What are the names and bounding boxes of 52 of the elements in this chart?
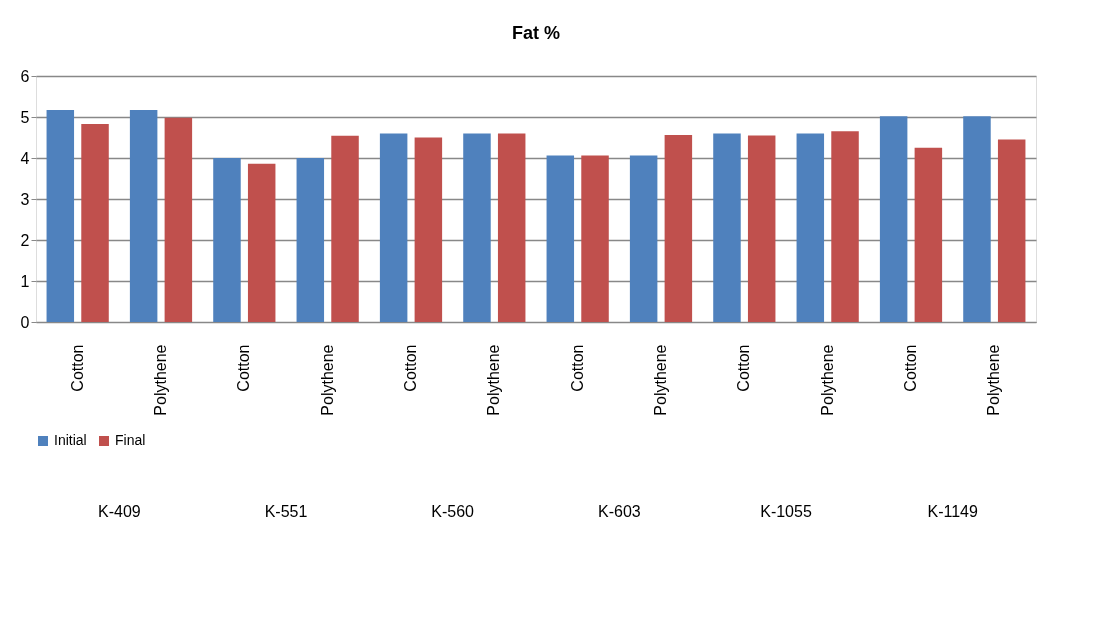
bar — [213, 158, 241, 322]
bar — [796, 133, 825, 322]
x-tick-label: Polythene — [318, 344, 336, 416]
x-tick-label: Cotton — [568, 344, 586, 392]
bar — [247, 163, 276, 322]
bar — [629, 155, 658, 322]
text: K-560 — [431, 503, 475, 520]
bar — [664, 135, 693, 322]
bar — [129, 110, 158, 322]
y-tick-label: 1 — [20, 272, 30, 290]
text: K-1149 — [927, 503, 978, 520]
bar — [46, 110, 75, 322]
chart-title: Fat % — [511, 23, 561, 43]
bar — [164, 117, 193, 322]
x-tick-label: Polythene — [818, 344, 836, 416]
bar — [963, 116, 991, 322]
bar — [497, 133, 526, 322]
bar — [831, 131, 859, 322]
x-tick-label: Cotton — [68, 344, 86, 392]
legend-label: Initial — [54, 432, 87, 448]
y-tick-label: 5 — [20, 108, 30, 126]
bar — [879, 116, 908, 322]
y-tick-label: 0 — [20, 313, 30, 331]
bar — [581, 155, 609, 322]
x-tick-label: Cotton — [902, 344, 919, 392]
x-tick-label: Polythene — [985, 344, 1003, 416]
bar — [414, 137, 443, 322]
text: K-603 — [597, 503, 641, 520]
x-tick-label: Polythene — [152, 344, 169, 416]
text: K-409 — [97, 503, 141, 520]
bar — [747, 135, 776, 322]
y-tick-label: 3 — [20, 190, 30, 208]
y-tick-label: 4 — [20, 149, 30, 167]
bar — [997, 139, 1026, 322]
legend-label: Final — [115, 432, 146, 448]
bar — [296, 158, 325, 322]
bar — [546, 155, 575, 322]
x-tick-label: Cotton — [402, 344, 419, 392]
x-tick-label: Cotton — [235, 344, 253, 392]
text: K-1055 — [760, 503, 812, 520]
bar — [463, 133, 491, 322]
x-tick-label: Polythene — [652, 344, 669, 416]
bar — [914, 147, 943, 322]
text: K-551 — [264, 503, 308, 520]
y-tick-label: 2 — [20, 231, 30, 249]
y-tick-label: 6 — [20, 67, 30, 85]
bar — [379, 133, 408, 322]
bar — [331, 135, 359, 322]
bar — [713, 133, 741, 322]
x-tick-label: Cotton — [735, 344, 753, 392]
x-tick-label: Polythene — [485, 344, 503, 416]
bar — [81, 123, 109, 322]
